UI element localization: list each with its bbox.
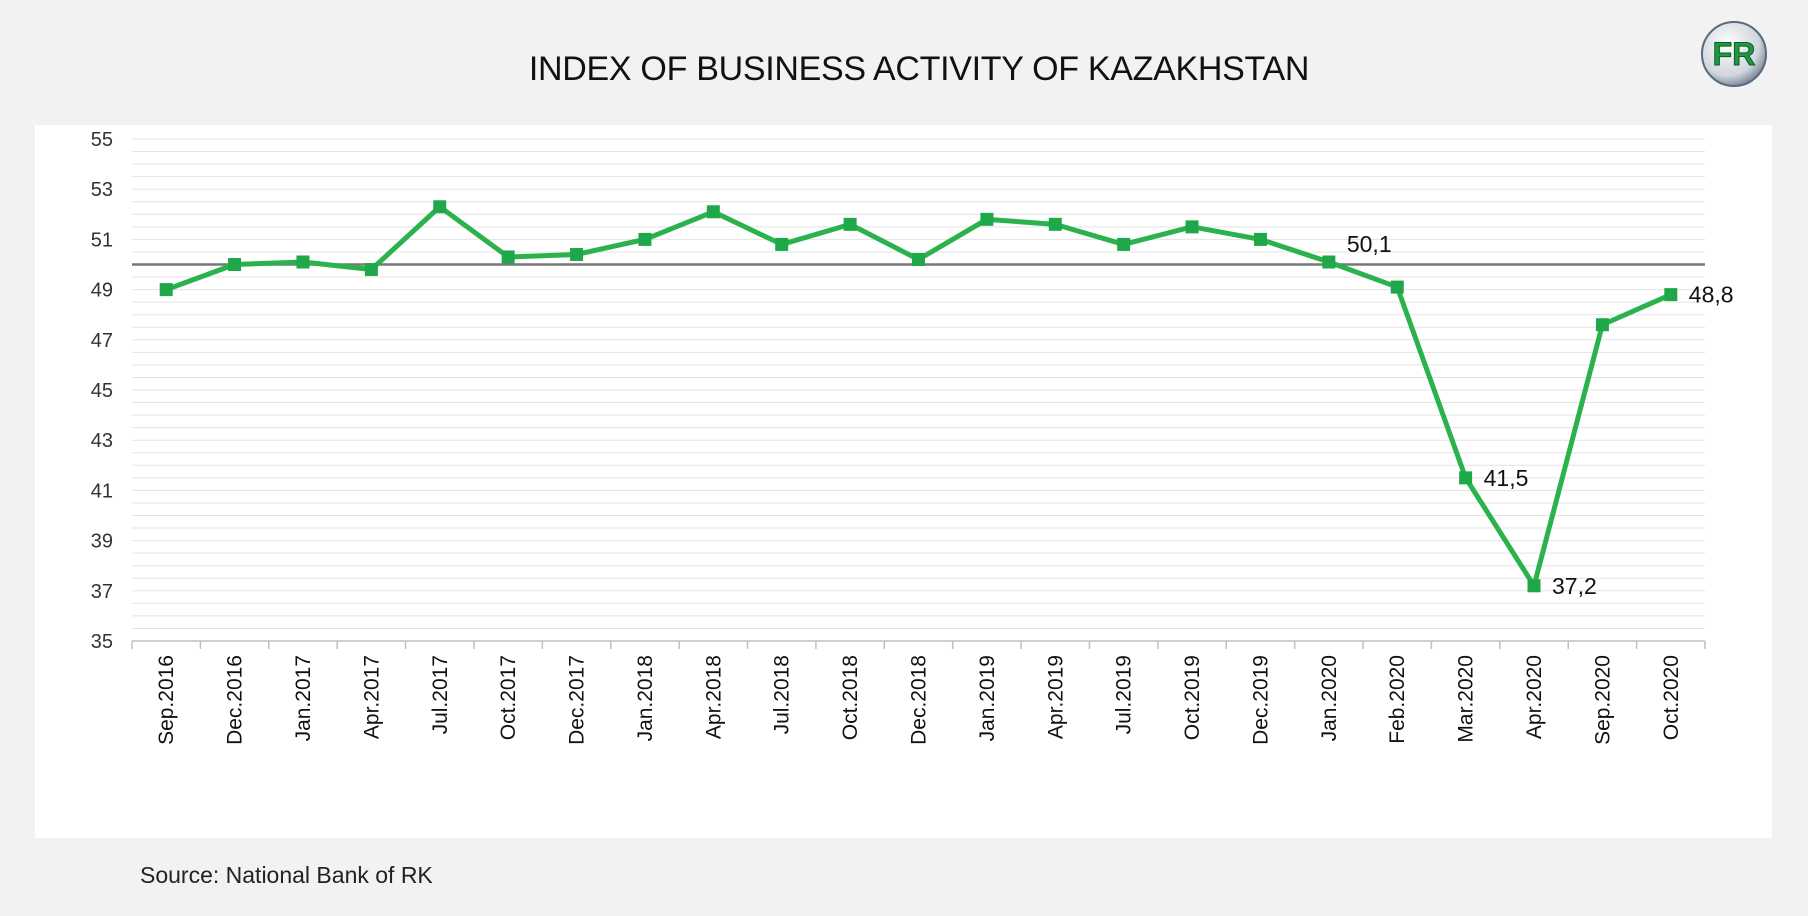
x-axis	[131, 640, 1706, 649]
data-label: 41,5	[1484, 465, 1529, 491]
x-tick-label: Oct.2017	[497, 655, 520, 740]
data-point-marker	[1253, 232, 1267, 246]
x-tick-label: Apr.2019	[1044, 655, 1067, 739]
x-tick-label: Mar.2020	[1455, 655, 1478, 743]
y-tick-label: 37	[91, 581, 113, 603]
x-tick-label: Apr.2018	[702, 655, 725, 739]
data-label: 48,8	[1689, 282, 1734, 308]
gridlines	[132, 138, 1705, 629]
data-point-marker	[228, 258, 242, 271]
data-point-marker	[843, 217, 857, 231]
data-point-marker	[980, 212, 994, 226]
y-tick-label: 43	[91, 430, 113, 452]
data-label: 37,2	[1552, 573, 1597, 599]
y-axis-ticks: 35 37 39 41 43 45 47 49 51 53 55	[91, 129, 113, 653]
chart-title: INDEX OF BUSINESS ACTIVITY OF KAZAKHSTAN	[528, 50, 1310, 88]
x-tick-label: Jul.2017	[429, 655, 452, 734]
x-tick-label: Jan.2017	[292, 655, 315, 741]
line-chart: 35 37 39 41 43 45 47 49 51 53 55 Sep.2016 Dec.2016 J…	[91, 129, 1734, 745]
data-point-marker	[1459, 471, 1473, 485]
y-tick-label: 49	[91, 280, 113, 302]
data-point-marker	[775, 237, 789, 251]
x-tick-label: Dec.2016	[224, 655, 247, 745]
data-point-marker	[1322, 255, 1336, 269]
data-labels: 50,1 41,5 37,2 48,8	[1347, 231, 1734, 599]
data-point-marker	[1664, 288, 1678, 302]
y-tick-label: 55	[91, 129, 113, 151]
data-point-marker	[706, 205, 720, 219]
x-tick-label: Feb.2020	[1386, 655, 1409, 744]
y-tick-label: 45	[91, 380, 113, 402]
data-point-marker	[1595, 318, 1609, 332]
source-note: Source: National Bank of RK	[140, 862, 433, 888]
data-point-marker	[364, 263, 378, 277]
data-label: 50,1	[1347, 231, 1392, 257]
data-point-marker	[1048, 217, 1062, 231]
series-markers	[159, 200, 1678, 593]
data-point-marker	[1527, 579, 1541, 593]
x-tick-label: Oct.2018	[839, 655, 862, 740]
x-tick-label: Apr.2017	[360, 655, 383, 739]
x-tick-label: Dec.2018	[908, 655, 931, 745]
x-tick-label: Jan.2018	[634, 655, 657, 741]
y-tick-label: 53	[91, 179, 113, 201]
x-tick-label: Jan.2019	[976, 655, 999, 741]
x-tick-label: Jan.2020	[1318, 655, 1341, 741]
svg-text:FR: FR	[1713, 36, 1756, 72]
data-point-marker	[912, 252, 925, 266]
x-tick-label: Oct.2019	[1181, 655, 1204, 740]
y-tick-label: 47	[91, 330, 113, 352]
data-point-marker	[433, 200, 447, 214]
data-point-marker	[638, 232, 652, 246]
fr-logo: FR	[1701, 21, 1767, 87]
data-point-marker	[296, 255, 310, 269]
y-tick-label: 39	[91, 531, 113, 553]
data-point-marker	[570, 247, 584, 261]
x-tick-label: Dec.2019	[1249, 655, 1272, 745]
x-tick-label: Oct.2020	[1660, 655, 1683, 740]
x-tick-label: Jul.2018	[771, 655, 794, 734]
y-tick-label: 41	[91, 480, 113, 502]
x-axis-ticks: Sep.2016 Dec.2016 Jan.2017 Apr.2017 Jul.2017…	[155, 655, 1683, 745]
y-tick-label: 51	[91, 229, 113, 251]
x-tick-label: Sep.2016	[155, 655, 178, 745]
chart-panel: 35 37 39 41 43 45 47 49 51 53 55 Sep.2016 Dec.2016 J…	[35, 125, 1772, 838]
x-tick-label: Dec.2017	[566, 655, 589, 745]
data-point-marker	[1185, 220, 1199, 234]
x-tick-label: Apr.2020	[1523, 655, 1546, 739]
data-point-marker	[501, 250, 515, 264]
x-tick-label: Jul.2019	[1113, 655, 1136, 734]
y-tick-label: 35	[91, 631, 113, 653]
data-point-marker	[159, 283, 173, 297]
x-tick-label: Sep.2020	[1591, 655, 1614, 745]
data-point-marker	[1117, 237, 1131, 251]
data-point-marker	[1390, 280, 1404, 294]
